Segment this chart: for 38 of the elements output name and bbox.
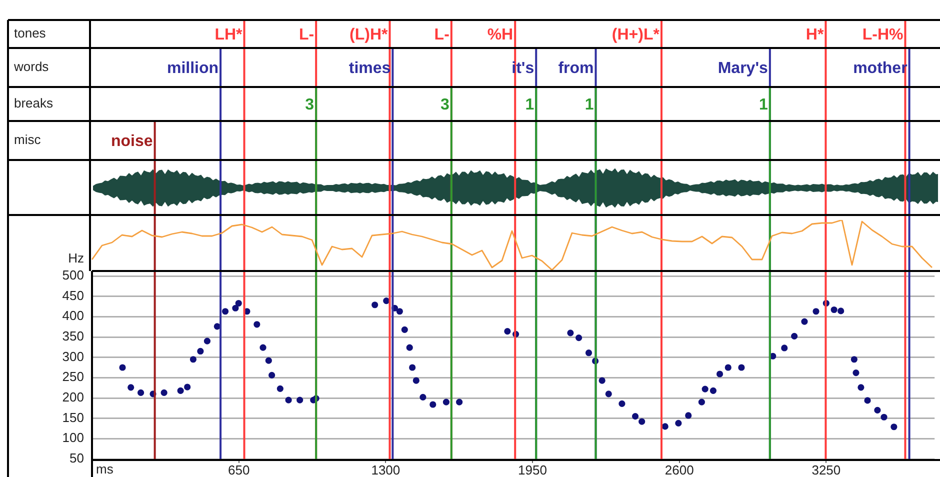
ref-line-label: noise bbox=[111, 132, 153, 150]
y-tick-label: 500 bbox=[62, 268, 84, 283]
ref-line-label: L-H% bbox=[862, 26, 904, 44]
ref-line-label: L- bbox=[434, 26, 450, 44]
text: 3 bbox=[305, 96, 314, 114]
text: misc bbox=[14, 132, 42, 148]
y-tick-label: 450 bbox=[62, 288, 84, 303]
ref-line-label: H* bbox=[806, 26, 824, 44]
y-tick-label: 200 bbox=[62, 390, 84, 405]
y-tick-label: 50 bbox=[70, 450, 84, 466]
x-tick-label: 1300 bbox=[371, 462, 400, 477]
y-tick-label: 150 bbox=[62, 410, 84, 425]
x-tick-label: 3250 bbox=[812, 462, 841, 477]
y-tick-label: 250 bbox=[62, 369, 84, 384]
x-axis-title: ms bbox=[96, 462, 114, 477]
ref-line-label: (H+)L* bbox=[612, 26, 660, 44]
ref-line-label: %H bbox=[487, 26, 514, 44]
y-tick-label: 350 bbox=[62, 328, 84, 344]
ref-line-label: from bbox=[558, 60, 594, 77]
y-tick-label: 400 bbox=[62, 308, 84, 324]
y-tick-label: 300 bbox=[62, 348, 84, 364]
text: 3 bbox=[440, 96, 450, 114]
text: 1 bbox=[584, 96, 594, 114]
x-tick-label: 2600 bbox=[664, 462, 694, 477]
ref-line-label: L- bbox=[298, 26, 314, 44]
ref-line-label: (L)H* bbox=[350, 26, 388, 44]
y-axis-title: Hz bbox=[68, 250, 84, 266]
text: tones bbox=[14, 26, 46, 41]
text: words bbox=[13, 59, 50, 74]
x-tick-label: 650 bbox=[228, 462, 250, 477]
ref-line-label: LH* bbox=[214, 26, 244, 44]
y-tick-label: 100 bbox=[62, 430, 84, 446]
text: 1 bbox=[525, 96, 534, 114]
x-tick-label: 1950 bbox=[518, 462, 547, 477]
text: breaks bbox=[14, 96, 54, 111]
ref-line-label: Mary's bbox=[718, 60, 768, 77]
ref-line-label: million bbox=[166, 60, 219, 77]
text: 1 bbox=[759, 96, 768, 114]
